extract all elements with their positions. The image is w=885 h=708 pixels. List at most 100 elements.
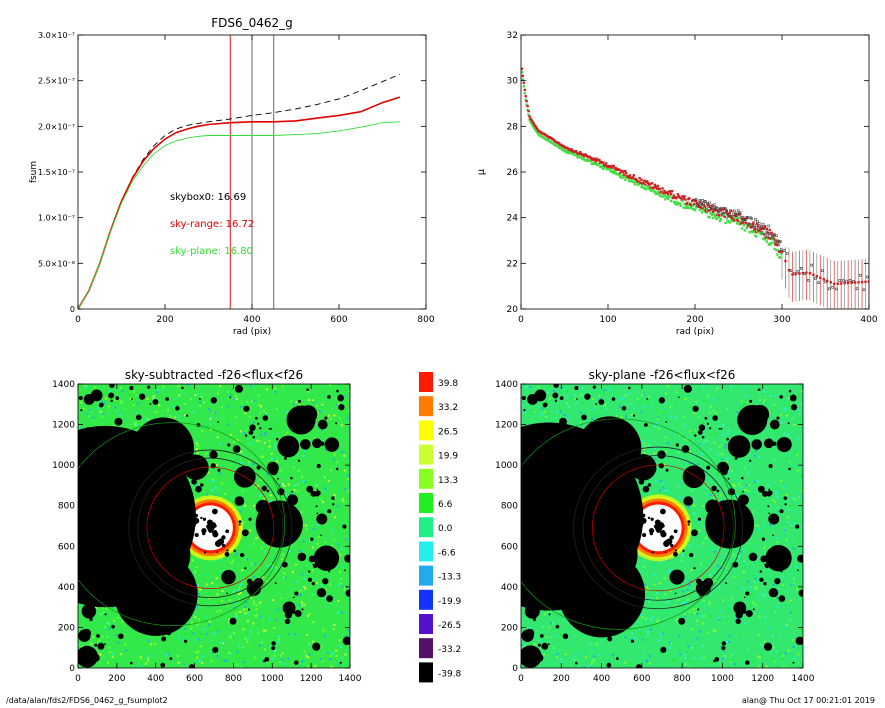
noise-pixel bbox=[629, 663, 632, 666]
sky-plane-point bbox=[596, 163, 599, 167]
y-tick-label: 24 bbox=[507, 214, 519, 224]
colorbar-label: 26.5 bbox=[438, 427, 458, 437]
noise-pixel bbox=[184, 414, 187, 417]
noise-pixel bbox=[647, 600, 650, 603]
star-mask bbox=[567, 568, 572, 573]
noise-pixel bbox=[121, 395, 124, 398]
noise-pixel bbox=[735, 617, 738, 620]
noise-pixel bbox=[183, 627, 186, 630]
noise-pixel bbox=[321, 428, 324, 431]
sky-plane-point bbox=[712, 216, 715, 220]
noise-pixel bbox=[698, 630, 701, 633]
noise-pixel bbox=[303, 603, 306, 606]
y-tick-label: 400 bbox=[501, 583, 518, 593]
noise-pixel bbox=[790, 524, 793, 527]
noise-pixel bbox=[115, 410, 118, 413]
noise-pixel bbox=[744, 622, 747, 625]
noise-pixel bbox=[684, 663, 687, 666]
noise-pixel bbox=[226, 423, 229, 426]
noise-pixel bbox=[295, 563, 298, 566]
y-tick-label: 0 bbox=[69, 664, 75, 674]
noise-pixel bbox=[557, 619, 560, 622]
sky-range-point bbox=[764, 236, 768, 239]
noise-pixel bbox=[643, 656, 646, 659]
noise-pixel bbox=[566, 390, 569, 393]
noise-pixel bbox=[223, 659, 226, 662]
noise-pixel bbox=[787, 542, 790, 545]
noise-pixel bbox=[785, 453, 788, 456]
noise-pixel bbox=[279, 483, 282, 486]
noise-pixel bbox=[731, 658, 734, 661]
star-mask bbox=[79, 488, 83, 491]
noise-pixel bbox=[795, 586, 798, 589]
sky-range-point bbox=[663, 189, 666, 193]
noise-pixel bbox=[305, 655, 308, 658]
star-mask bbox=[287, 494, 298, 506]
star-mask bbox=[234, 496, 245, 506]
noise-pixel bbox=[546, 611, 549, 614]
colorbar-label: 0.0 bbox=[438, 524, 453, 534]
noise-pixel bbox=[669, 482, 672, 485]
star-mask bbox=[152, 488, 159, 495]
noise-pixel bbox=[254, 526, 257, 529]
noise-pixel bbox=[150, 643, 153, 646]
star-mask bbox=[241, 529, 249, 537]
sky-plane-point bbox=[641, 183, 644, 187]
star-mask bbox=[611, 397, 616, 401]
star-mask bbox=[201, 531, 206, 536]
sky-range-point bbox=[833, 282, 836, 286]
star-mask bbox=[291, 420, 294, 423]
noise-pixel bbox=[273, 650, 276, 653]
noise-pixel bbox=[102, 611, 105, 614]
noise-pixel bbox=[112, 653, 115, 656]
x-axis-label: rad (pix) bbox=[676, 327, 714, 337]
noise-pixel bbox=[321, 660, 324, 663]
noise-pixel bbox=[552, 405, 555, 408]
noise-pixel bbox=[645, 586, 648, 589]
sky-plane-point bbox=[566, 150, 570, 153]
star-mask bbox=[606, 581, 618, 593]
sky-range-point bbox=[695, 201, 699, 205]
star-mask bbox=[692, 405, 699, 412]
noise-pixel bbox=[222, 415, 225, 418]
star-mask bbox=[779, 395, 783, 399]
noise-pixel bbox=[782, 654, 785, 657]
noise-pixel bbox=[654, 480, 657, 483]
noise-pixel bbox=[716, 473, 719, 476]
noise-pixel bbox=[792, 547, 795, 550]
noise-pixel bbox=[237, 593, 240, 596]
star-mask bbox=[790, 404, 798, 411]
noise-pixel bbox=[230, 433, 233, 436]
star-mask bbox=[86, 469, 90, 472]
noise-pixel bbox=[650, 628, 653, 631]
star-mask bbox=[327, 438, 331, 442]
noise-pixel bbox=[147, 655, 150, 658]
sky-plane-point bbox=[556, 144, 559, 147]
noise-pixel bbox=[681, 602, 684, 605]
star-mask bbox=[141, 454, 149, 461]
noise-pixel bbox=[748, 483, 751, 486]
noise-pixel bbox=[776, 651, 779, 654]
sky-range-point bbox=[760, 226, 764, 229]
noise-pixel bbox=[782, 665, 785, 668]
star-mask bbox=[621, 423, 627, 428]
star-mask bbox=[277, 435, 300, 458]
sky-plane-point bbox=[521, 71, 524, 74]
x-axis-label: rad (pix) bbox=[233, 327, 271, 337]
noise-pixel bbox=[758, 665, 761, 668]
noise-pixel bbox=[80, 401, 83, 404]
sky-range-point bbox=[603, 164, 607, 167]
noise-pixel bbox=[317, 536, 320, 539]
noise-pixel bbox=[247, 612, 250, 615]
noise-pixel bbox=[772, 458, 775, 461]
noise-pixel bbox=[687, 506, 690, 509]
noise-pixel bbox=[574, 397, 577, 400]
noise-pixel bbox=[665, 601, 668, 604]
star-mask bbox=[727, 477, 730, 480]
star-mask bbox=[572, 529, 580, 536]
noise-pixel bbox=[787, 649, 790, 652]
noise-pixel bbox=[308, 653, 311, 656]
star-mask bbox=[234, 384, 243, 393]
noise-pixel bbox=[342, 586, 345, 589]
sky-plane-point bbox=[645, 188, 648, 191]
